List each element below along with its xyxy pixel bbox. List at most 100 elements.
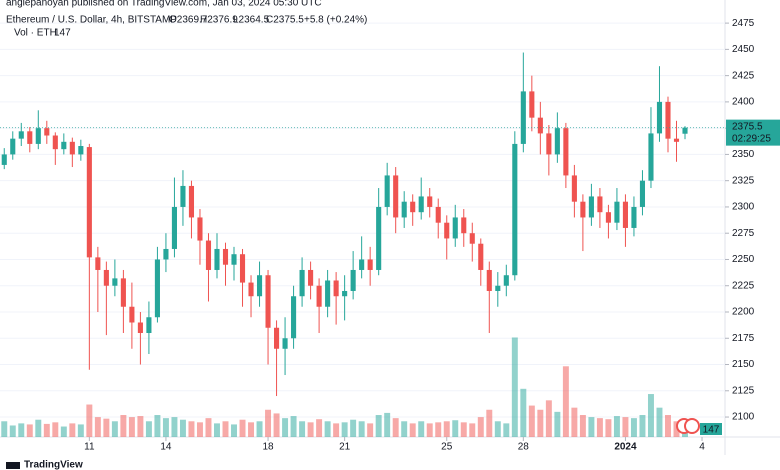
volume-bar [358,421,365,437]
candle-body [256,275,263,297]
volume-bar [103,418,110,437]
volume-bar [18,423,25,437]
candle-body [673,138,680,142]
candle-body [180,185,186,207]
candle-body [656,101,663,134]
candle-body [154,259,160,318]
volume-bar [248,422,255,437]
candle-body [537,117,543,134]
candle-body [384,175,390,207]
legend-volume-label: Vol · ETH [14,28,57,39]
candle-body [571,175,577,202]
volume-bar [503,423,510,437]
candle-body [342,290,348,297]
volume-bar [162,418,169,437]
candle-body [350,269,356,291]
volume-bar [477,417,484,437]
volume-bar [35,419,42,437]
volume-bar [401,421,408,437]
volume-bar [307,422,314,437]
volume-bar [545,400,552,437]
y-tick-label: 2450 [732,44,755,55]
candle-body [469,233,475,244]
y-tick-label: 2250 [732,254,755,265]
candle-body [563,128,569,176]
candle-body [18,131,24,139]
candle-body [529,91,535,118]
volume-bar [77,424,84,437]
volume-bar [188,421,195,437]
candle-body [10,138,16,155]
publisher: anglepanoyan published on TradingView.co… [6,0,322,9]
event-icon [684,418,700,434]
volume-bar [392,418,399,437]
candle-body [359,259,365,270]
y-tick-label: 2125 [732,385,755,396]
volume-bar [596,418,603,437]
volume-bar [520,388,527,437]
volume-bar [256,421,263,437]
candle-body [614,201,620,223]
y-tick-label: 2425 [732,70,755,81]
volume-bar [231,424,237,437]
candle-body [61,141,67,150]
volume-bar [537,409,544,437]
candle-body [622,201,628,228]
candle-body [444,222,450,239]
volume-bar [222,421,229,437]
volume-bar [528,405,535,437]
volume-bar [52,422,59,437]
volume-bar [579,415,586,437]
volume-bar [154,415,161,437]
candle-body [410,201,416,213]
candle-body [495,285,501,291]
volume-bar [60,426,67,437]
candle-body [435,206,441,223]
candle-body [214,248,220,270]
x-tick-label: 4 [699,442,705,453]
x-tick-label: 21 [339,442,351,453]
candle-body [112,278,118,286]
volume-bar [673,421,680,437]
candle-body [367,259,373,270]
volume-bar [316,419,323,437]
volume-bar [605,419,612,437]
volume-bar [196,422,203,437]
candle-body [376,206,382,270]
volume-bar [290,416,297,437]
y-tick-label: 2400 [732,97,755,108]
volume-bar [282,418,289,437]
x-tick-label: 28 [518,442,530,453]
volume-bar [375,415,382,437]
candle-body [682,127,688,134]
y-tick-label: 2225 [732,280,755,291]
legend-change: +5.8 (+0.24%) [304,15,367,26]
volume-bar [120,415,127,437]
volume-bar [94,417,101,437]
y-tick-label: 2325 [732,175,755,186]
volume-bar [273,413,280,437]
candle-body [171,206,177,249]
candle-body [27,131,33,144]
legend-symbol: Ethereum / U.S. Dollar, 4h, BITSTAMP [6,15,177,26]
y-tick-label: 2275 [732,228,755,239]
volume-bar [333,423,340,437]
y-tick-label: 2300 [732,202,755,213]
volume-bar [656,407,663,437]
candle-body [205,240,212,270]
candle-body [274,327,280,349]
candle-body [452,217,458,239]
y-tick-label: 2100 [732,412,755,423]
volume-bar [647,394,654,437]
candle-body [427,196,433,207]
volume-bar [571,407,578,437]
plot [0,22,725,437]
candle-body [86,147,92,258]
volume-bar [145,421,152,437]
volume-bar [111,421,118,437]
candle-body [239,254,246,283]
candle-body [631,206,637,228]
candle-body [546,133,552,155]
volume-bar [324,421,331,437]
